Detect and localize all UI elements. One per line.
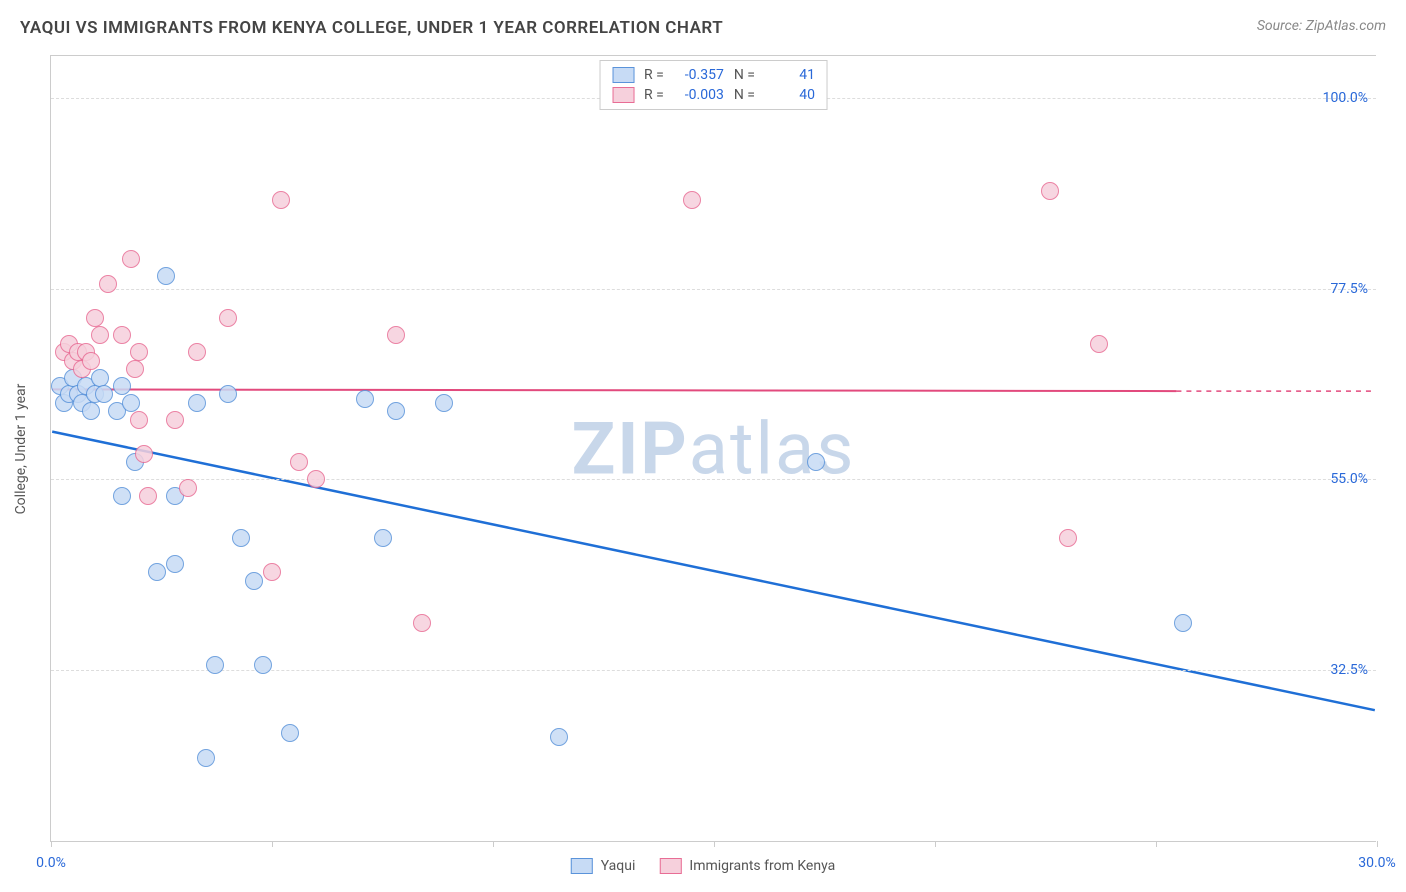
legend-label: Immigrants from Kenya: [689, 858, 835, 874]
grid-line: [51, 479, 1376, 480]
r-value: -0.003: [674, 87, 724, 103]
n-label: N =: [734, 67, 755, 83]
data-point: [91, 326, 109, 344]
x-tick-label: 30.0%: [1358, 855, 1396, 871]
scatter-chart: College, Under 1 year ZIPatlas R =-0.357…: [50, 55, 1376, 842]
data-point: [550, 728, 568, 746]
x-tick: [1156, 841, 1157, 847]
data-point: [307, 470, 325, 488]
legend-swatch: [612, 87, 634, 103]
legend-label: Yaqui: [601, 858, 636, 874]
data-point: [807, 453, 825, 471]
data-point: [113, 326, 131, 344]
x-tick: [1377, 841, 1378, 847]
data-point: [290, 453, 308, 471]
y-tick-label: 32.5%: [1330, 662, 1368, 678]
data-point: [356, 390, 374, 408]
data-point: [374, 529, 392, 547]
chart-title: YAQUI VS IMMIGRANTS FROM KENYA COLLEGE, …: [20, 18, 723, 38]
data-point: [82, 352, 100, 370]
y-tick-label: 77.5%: [1330, 281, 1368, 297]
data-point: [166, 411, 184, 429]
n-label: N =: [734, 87, 755, 103]
data-point: [263, 563, 281, 581]
data-point: [139, 487, 157, 505]
legend-swatch: [659, 858, 681, 874]
data-point: [82, 402, 100, 420]
legend-stat-row: R = -0.003 N = 40: [612, 85, 815, 105]
x-tick: [714, 841, 715, 847]
data-point: [435, 394, 453, 412]
r-label: R =: [644, 87, 664, 103]
data-point: [99, 275, 117, 293]
data-point: [232, 529, 250, 547]
data-point: [1041, 182, 1059, 200]
x-tick: [935, 841, 936, 847]
data-point: [683, 191, 701, 209]
data-point: [179, 479, 197, 497]
data-point: [148, 563, 166, 581]
data-point: [135, 445, 153, 463]
data-point: [86, 309, 104, 327]
y-axis-label: College, Under 1 year: [13, 383, 29, 514]
data-point: [206, 656, 224, 674]
data-point: [122, 250, 140, 268]
x-tick: [51, 841, 52, 847]
n-value: 40: [765, 87, 815, 103]
data-point: [387, 402, 405, 420]
data-point: [281, 724, 299, 742]
legend-item: Immigrants from Kenya: [659, 858, 835, 874]
legend-swatch: [612, 67, 634, 83]
data-point: [1090, 335, 1108, 353]
data-point: [130, 411, 148, 429]
data-point: [130, 343, 148, 361]
data-point: [1059, 529, 1077, 547]
data-point: [113, 377, 131, 395]
x-tick: [272, 841, 273, 847]
data-point: [254, 656, 272, 674]
data-point: [188, 343, 206, 361]
data-point: [95, 385, 113, 403]
legend-item: Yaqui: [571, 858, 636, 874]
legend-swatch: [571, 858, 593, 874]
grid-line: [51, 289, 1376, 290]
data-point: [1174, 614, 1192, 632]
data-point: [188, 394, 206, 412]
source-attribution: Source: ZipAtlas.com: [1257, 18, 1386, 34]
legend-stats: R = -0.357 N = 41 R = -0.003 N = 40: [599, 60, 828, 110]
n-value: 41: [765, 67, 815, 83]
data-point: [219, 309, 237, 327]
x-tick: [493, 841, 494, 847]
y-tick-label: 100.0%: [1323, 90, 1368, 106]
x-tick-label: 0.0%: [36, 855, 66, 871]
legend-stat-row: R = -0.357 N = 41: [612, 65, 815, 85]
legend-series: Yaqui Immigrants from Kenya: [571, 858, 835, 874]
data-point: [166, 555, 184, 573]
data-point: [122, 394, 140, 412]
data-point: [245, 572, 263, 590]
data-point: [113, 487, 131, 505]
data-point: [197, 749, 215, 767]
r-value: -0.357: [674, 67, 724, 83]
data-point: [387, 326, 405, 344]
data-point: [413, 614, 431, 632]
data-point: [272, 191, 290, 209]
data-point: [219, 385, 237, 403]
r-label: R =: [644, 67, 664, 83]
y-tick-label: 55.0%: [1330, 471, 1368, 487]
data-point: [126, 360, 144, 378]
data-point: [157, 267, 175, 285]
trend-lines: [51, 56, 1376, 841]
grid-line: [51, 670, 1376, 671]
data-point: [91, 369, 109, 387]
